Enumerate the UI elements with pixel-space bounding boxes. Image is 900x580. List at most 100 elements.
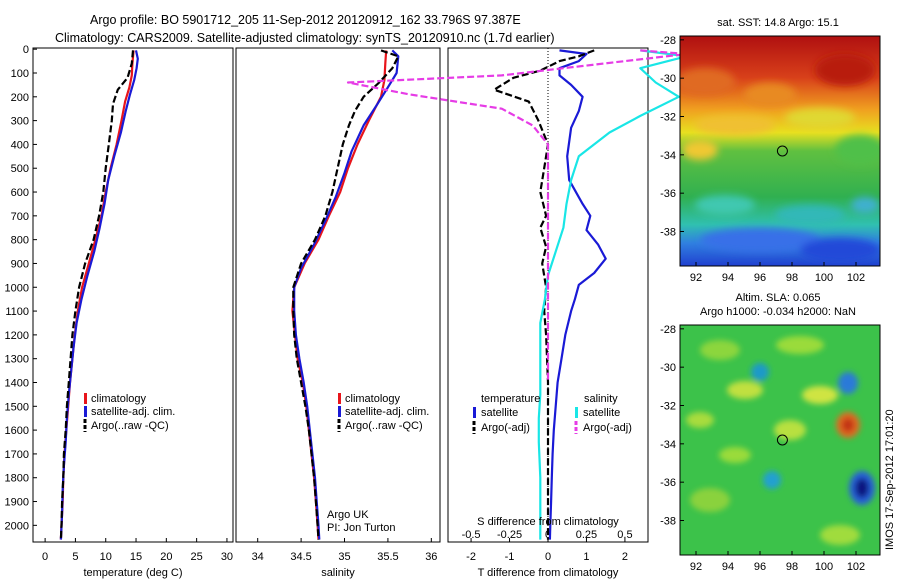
legend-label-argo: Argo(..raw -QC) [345, 420, 423, 432]
sla-heatmap [680, 325, 880, 555]
depth-tick-label: 2000 [5, 520, 29, 532]
x-tick-label: -2 [466, 551, 476, 563]
header-line1: Argo profile: BO 5901712_205 11-Sep-2012… [90, 13, 521, 27]
map-y-tick-label: -38 [660, 227, 676, 239]
map-y-tick-label: -38 [660, 516, 676, 528]
x-tick-label: 25 [191, 551, 203, 563]
x-tick-label: 15 [130, 551, 142, 563]
sla-map-panel: Altim. SLA: 0.065 Argo h1000: -0.034 h20… [660, 292, 881, 573]
map-x-tick-label: 98 [786, 272, 798, 284]
depth-tick-label: 1900 [5, 497, 29, 509]
depth-tick-label: 300 [11, 116, 29, 128]
x-tick-label: 20 [160, 551, 172, 563]
series-argo-adj [346, 49, 688, 383]
depth-tick-label: 1200 [5, 330, 29, 342]
legend-label-satellite: satellite-adj. clim. [91, 406, 175, 418]
argo-position-marker [776, 434, 788, 446]
series-argo-raw-qc [292, 49, 400, 540]
legend-header-salinity: salinity [584, 393, 618, 405]
legend-label-climatology: climatology [91, 393, 147, 405]
x-tick-label: 34.5 [290, 551, 311, 563]
map-y-tick-label: -28 [660, 35, 676, 47]
series-satellite-adj-clim [293, 49, 400, 540]
legend-swatch-climatology [84, 393, 87, 404]
series-argo-raw-qc [59, 50, 135, 540]
x-tick-label: 30 [221, 551, 233, 563]
series-satellite [537, 49, 688, 540]
salinity-x-ticks: 34 34.5 35 35.5 36 [252, 538, 437, 563]
depth-tick-label: 1400 [5, 377, 29, 389]
x-tick-label: 0 [42, 551, 48, 563]
map-x-tick-label: 102 [847, 272, 865, 284]
x-tick-label: 36 [425, 551, 437, 563]
annotation-argo-uk: Argo UK [327, 509, 369, 521]
sla-map-frame [679, 324, 881, 556]
x-tick-label: -1 [505, 551, 515, 563]
s-tick-label: -0.5 [462, 529, 481, 541]
temperature-panel: 0 5 10 15 20 25 30 0 100 200 300 400 500 600 700 800 90… [5, 44, 452, 579]
temperature-legend: climatology satellite-adj. clim. Argo(..… [83, 393, 175, 432]
temperature-x-ticks: 0 5 10 15 20 25 30 [42, 538, 233, 563]
salinity-legend: climatology satellite-adj. clim. Argo(..… [337, 393, 429, 432]
depth-tick-label: 1300 [5, 354, 29, 366]
map-x-tick-label: 94 [722, 561, 734, 573]
legend-header-temperature: temperature [481, 393, 540, 405]
map-y-tick-label: -32 [660, 401, 676, 413]
legend-label-t-argo: Argo(-adj) [481, 422, 530, 434]
legend-label-climatology: climatology [345, 393, 401, 405]
temperature-series [59, 50, 139, 540]
salinity-axes [235, 47, 441, 543]
s-difference-xlabel: S difference from climatology [477, 516, 619, 528]
sst-map-frame [679, 35, 881, 267]
depth-tick-label: 1700 [5, 449, 29, 461]
difference-x-ticks: -2 -1 0 1 2-0.5 -0.25 0 0.25 0.5 [462, 529, 633, 563]
map-y-tick-label: -36 [660, 188, 676, 200]
depth-tick-label: 700 [11, 211, 29, 223]
depth-tick-label: 900 [11, 258, 29, 270]
legend-swatch-satellite [338, 406, 341, 417]
map-x-tick-label: 96 [754, 272, 766, 284]
map-y-tick-label: -36 [660, 477, 676, 489]
sst-heatmap [680, 36, 880, 266]
legend-label-s-argo: Argo(-adj) [583, 422, 632, 434]
depth-tick-label: 1000 [5, 282, 29, 294]
s-tick-label: 0.25 [576, 529, 597, 541]
difference-legend: temperature salinity satellite Argo(-adj… [472, 393, 632, 434]
footer-credit: IMOS 17-Sep-2012 17:01:20 [884, 409, 896, 550]
series-satellite [548, 49, 607, 540]
salinity-xlabel: salinity [321, 567, 355, 579]
map-x-tick-label: 100 [815, 561, 833, 573]
argo-position-marker [776, 145, 788, 157]
legend-label-s-satellite: satellite [583, 407, 620, 419]
x-tick-label: 35.5 [377, 551, 398, 563]
sla-map-title: Altim. SLA: 0.065 [736, 292, 821, 304]
legend-swatch-satellite [84, 406, 87, 417]
x-tick-label: 5 [72, 551, 78, 563]
annotation-pi: PI: Jon Turton [327, 522, 395, 534]
map-x-tick-label: 100 [815, 272, 833, 284]
legend-swatch-t-satellite [473, 407, 476, 418]
map-y-tick-label: -34 [660, 439, 676, 451]
map-x-tick-label: 102 [847, 561, 865, 573]
depth-tick-label: 1100 [5, 306, 29, 318]
depth-tick-label: 1600 [5, 425, 29, 437]
x-tick-label: 35 [338, 551, 350, 563]
temperature-xlabel: temperature (deg C) [83, 567, 182, 579]
x-tick-label: 10 [100, 551, 112, 563]
difference-series [346, 49, 688, 540]
legend-swatch-s-satellite [575, 407, 578, 418]
depth-tick-label: 1800 [5, 473, 29, 485]
depth-tick-label: 200 [11, 92, 29, 104]
legend-label-argo: Argo(..raw -QC) [91, 420, 169, 432]
map-x-tick-label: 96 [754, 561, 766, 573]
map-x-tick-label: 92 [690, 272, 702, 284]
series-argo-adj [493, 49, 595, 540]
s-tick-label: -0.25 [497, 529, 522, 541]
depth-tick-label: 500 [11, 163, 29, 175]
sla-map-subtitle: Argo h1000: -0.034 h2000: NaN [700, 306, 856, 318]
map-y-tick-label: -30 [660, 362, 676, 374]
difference-panel: -2 -1 0 1 2-0.5 -0.25 0 0.25 0.5 T difference fr… [346, 47, 688, 579]
sst-map-panel: sat. SST: 14.8 Argo: 15.1 92 94 96 98 100 102… [660, 17, 881, 284]
s-tick-label: 0.5 [617, 529, 632, 541]
